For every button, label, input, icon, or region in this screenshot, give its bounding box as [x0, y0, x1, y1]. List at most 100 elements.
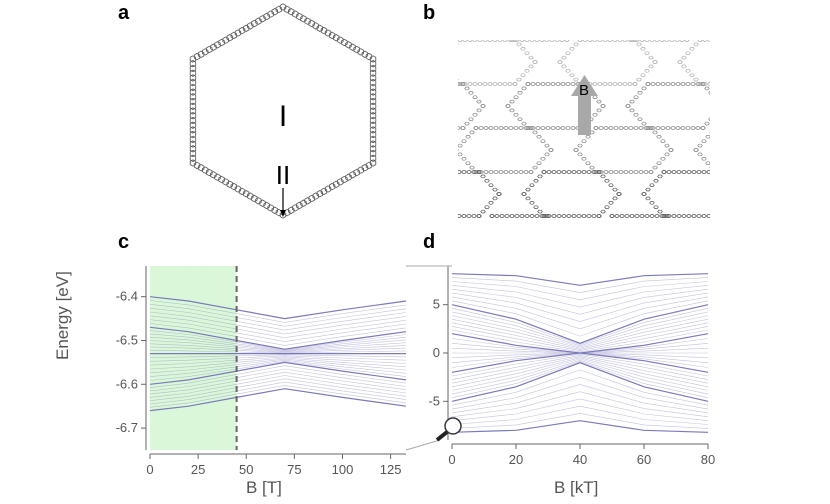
- level-curve: [451, 315, 709, 348]
- y-tick-label: -6.5: [116, 332, 138, 347]
- ring-cell: [193, 161, 201, 170]
- ring-cell: [300, 199, 307, 207]
- lattice-cell: [659, 40, 665, 42]
- ring-cell: [189, 64, 197, 73]
- lattice-cell: [509, 40, 515, 42]
- lattice-cell: [581, 139, 587, 143]
- ring-cell: [361, 164, 369, 172]
- level-curve: [451, 361, 709, 398]
- lattice-cell: [684, 40, 690, 42]
- lattice-cell: [536, 161, 542, 165]
- series-line-3: [149, 361, 407, 385]
- lattice-cell: [458, 214, 462, 218]
- series-line-0: [149, 296, 407, 320]
- lattice-cell: [614, 214, 620, 218]
- lattice-cell: [670, 82, 676, 86]
- lattice-cell: [644, 51, 650, 55]
- lattice-cell: [559, 40, 565, 42]
- lattice-cell: [629, 40, 635, 42]
- lattice-cell: [521, 86, 527, 91]
- lattice-cell: [696, 170, 702, 174]
- level-curve: [149, 360, 407, 381]
- lattice-cell: [505, 104, 511, 108]
- lattice-cell: [676, 170, 682, 174]
- lattice-cell: [473, 170, 479, 174]
- ring-cell: [238, 26, 246, 35]
- lattice-cell: [627, 40, 633, 42]
- level-curve: [451, 359, 709, 395]
- lattice-cell: [488, 183, 494, 187]
- ring-cell: [369, 116, 377, 125]
- lattice-cell: [532, 165, 538, 170]
- lattice-cell: [604, 205, 610, 209]
- lattice-cell: [518, 126, 524, 130]
- lattice-cell: [652, 130, 658, 135]
- lattice-cell: [664, 143, 670, 148]
- y-tick-label: 0: [433, 345, 440, 360]
- ring-cell: [242, 190, 250, 198]
- level-curve: [149, 333, 407, 351]
- lattice-cell: [697, 152, 703, 157]
- lattice-cell: [488, 126, 494, 130]
- ring-cell: [189, 121, 197, 129]
- lattice-cell: [648, 55, 654, 60]
- lattice-cell: [464, 86, 470, 91]
- level-curve: [149, 359, 407, 377]
- lattice-cell: [603, 126, 609, 130]
- level-curve: [451, 322, 709, 350]
- lattice-cell: [592, 40, 598, 42]
- ring-cell: [369, 55, 377, 63]
- lattice-cell: [617, 40, 623, 42]
- level-curve: [451, 296, 709, 330]
- lattice-cell: [645, 126, 651, 130]
- lattice-cell: [525, 126, 531, 130]
- ring-cell: [369, 159, 377, 167]
- ring-cell: [197, 164, 205, 172]
- lattice-cell: [458, 82, 463, 86]
- panel-letter-b: b: [423, 2, 436, 24]
- lattice-cell: [680, 82, 686, 86]
- chart-d-xlabel: B [kT]: [554, 478, 599, 497]
- lattice-cell: [600, 174, 606, 179]
- lattice-cell: [573, 77, 579, 82]
- lattice-cell: [528, 126, 534, 130]
- lattice-cell: [657, 209, 663, 214]
- ring-cell: [251, 194, 258, 203]
- lattice-cell: [587, 40, 593, 42]
- lattice-cell: [573, 148, 579, 152]
- lattice-cell: [633, 126, 639, 130]
- ring-cell: [369, 112, 377, 120]
- ring-cell: [255, 17, 262, 25]
- lattice-cell: [476, 170, 482, 174]
- lattice-cell: [571, 170, 577, 174]
- ring-cell: [296, 12, 303, 21]
- lattice-cell: [608, 183, 614, 187]
- ring-cell: [332, 180, 340, 188]
- ring-cell: [300, 15, 307, 23]
- ring-cell: [222, 36, 229, 44]
- lattice-cell: [666, 170, 672, 174]
- level-fan: [149, 300, 407, 408]
- lattice-cell: [539, 40, 545, 42]
- lattice-cell: [648, 64, 654, 69]
- lattice-cell: [513, 113, 519, 117]
- ring-cell: [279, 3, 287, 11]
- series-line-0: [451, 273, 709, 286]
- ring-cell: [210, 171, 217, 179]
- lattice-cell: [668, 148, 674, 152]
- lattice-cell: [530, 82, 536, 86]
- lattice-cell: [624, 214, 630, 218]
- level-curve: [451, 398, 709, 421]
- ring-cell: [226, 180, 234, 188]
- lattice-cell: [638, 126, 644, 130]
- ring-cell: [189, 78, 197, 87]
- level-curve: [451, 288, 709, 315]
- lattice-cell: [472, 113, 478, 117]
- lattice-cell: [534, 214, 540, 218]
- lattice-cell: [608, 201, 614, 205]
- lattice-cell: [544, 152, 550, 157]
- ring-cell: [189, 154, 197, 162]
- lattice-cell: [637, 117, 643, 121]
- ring-cell: [189, 145, 197, 153]
- lattice-cell: [503, 126, 509, 130]
